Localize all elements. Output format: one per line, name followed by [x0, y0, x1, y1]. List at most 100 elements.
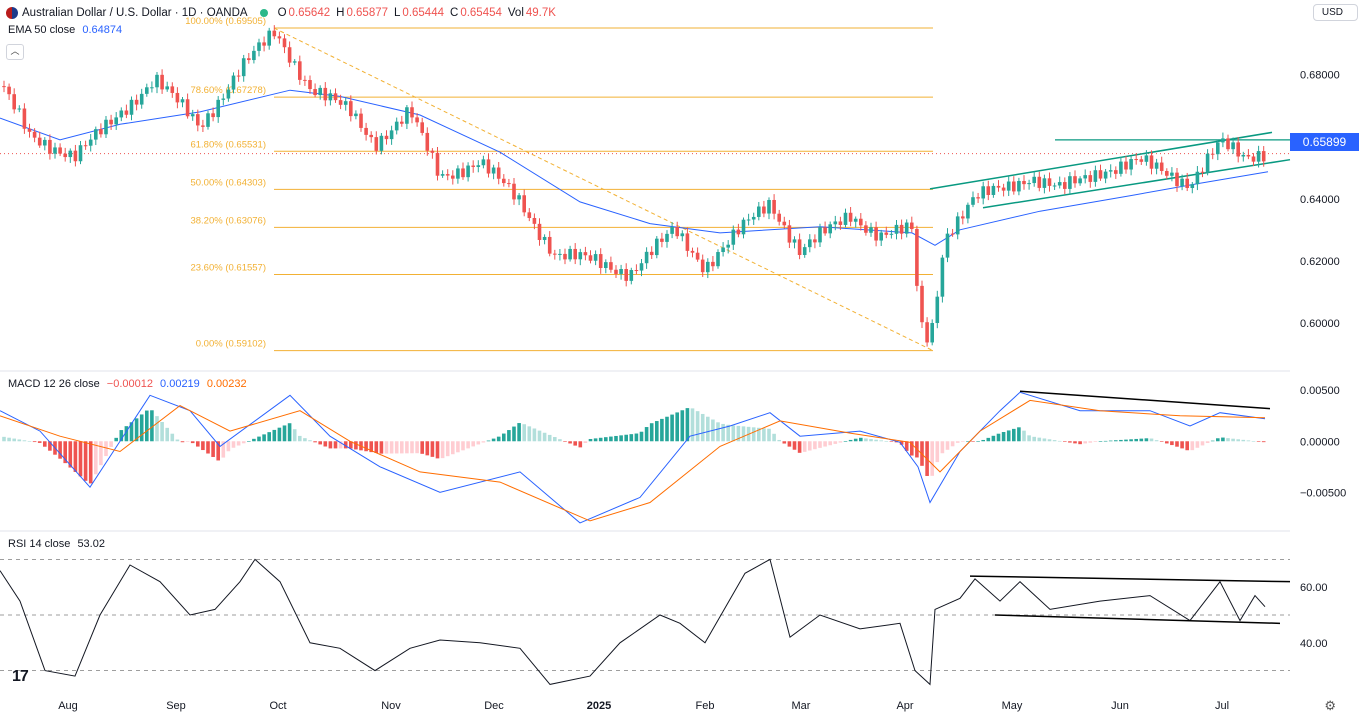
- candle-body: [649, 251, 654, 256]
- volume-label: Vol: [507, 7, 524, 19]
- ema-legend[interactable]: EMA 50 close 0.64874: [8, 24, 122, 36]
- candle-body: [231, 75, 236, 90]
- close-label: C: [450, 7, 459, 19]
- macd-histogram-bar: [1129, 439, 1133, 442]
- candle-body: [430, 150, 435, 153]
- macd-histogram-bar: [1037, 437, 1042, 442]
- macd-histogram-bar: [527, 426, 532, 442]
- macd-histogram-bar: [741, 426, 746, 442]
- macd-histogram-bar: [976, 441, 980, 442]
- candle-body: [614, 269, 618, 274]
- macd-histogram-bar: [343, 441, 348, 449]
- macd-histogram-bar: [1052, 440, 1057, 442]
- candle-body: [165, 86, 169, 90]
- candle-body: [833, 221, 838, 225]
- candle-body: [272, 30, 277, 37]
- candle-body: [104, 119, 108, 135]
- candle-body: [619, 269, 623, 274]
- macd-signal-line: [0, 399, 1266, 522]
- currency-button[interactable]: USD: [1312, 4, 1358, 21]
- macd-histogram-bar: [1170, 441, 1174, 446]
- candle-body: [563, 253, 567, 260]
- macd-histogram-bar: [303, 438, 307, 442]
- macd-histogram-bar: [1057, 440, 1062, 442]
- candle-body: [1231, 142, 1235, 150]
- macd-axis-tick-label: 0.00500: [1300, 385, 1340, 397]
- candle-body: [685, 233, 690, 251]
- macd-histogram-bar: [354, 441, 358, 450]
- macd-histogram-bar: [818, 441, 822, 448]
- macd-histogram-bar: [78, 441, 83, 477]
- macd-histogram-bar: [134, 418, 139, 442]
- symbol-title[interactable]: Australian Dollar / U.S. Dollar · 1D · O…: [22, 7, 248, 19]
- macd-histogram-bar: [425, 441, 430, 456]
- macd-histogram-bar: [588, 438, 593, 442]
- macd-histogram-bar: [782, 441, 787, 444]
- candle-body: [553, 253, 557, 255]
- chevron-up-icon: ︿: [10, 46, 20, 56]
- candle-body: [394, 121, 399, 131]
- candle-body: [374, 137, 379, 151]
- macd-histogram-bar: [221, 441, 226, 458]
- macd-histogram-bar: [1114, 440, 1118, 442]
- candle-body: [1236, 142, 1240, 157]
- macd-histogram-bar: [185, 441, 190, 442]
- macd-histogram-bar: [139, 414, 144, 442]
- macd-histogram-bar: [313, 441, 317, 443]
- macd-histogram-bar: [971, 441, 975, 442]
- macd-histogram-bar: [843, 441, 848, 442]
- candle-body: [1134, 159, 1138, 161]
- candle-body: [287, 47, 292, 63]
- macd-histogram-bar: [731, 425, 736, 442]
- candle-body: [333, 93, 338, 101]
- macd-histogram-bar: [17, 439, 22, 442]
- macd-histogram-bar: [619, 435, 623, 442]
- candle-body: [109, 119, 113, 125]
- candle-body: [78, 145, 83, 162]
- candle-body: [884, 232, 889, 235]
- candle-body: [277, 36, 282, 39]
- macd-histogram-bar: [389, 441, 394, 454]
- candle-body: [410, 107, 414, 118]
- rsi-axis-tick-label: 40.00: [1300, 638, 1328, 650]
- macd-histogram-bar: [639, 431, 644, 442]
- fib-trend-line: [273, 27, 934, 352]
- macd-histogram-bar: [43, 441, 47, 447]
- candle-body: [1063, 182, 1067, 189]
- macd-histogram-bar: [563, 441, 567, 442]
- candle-body: [471, 165, 475, 167]
- fib-level-label: 0.00% (0.59102): [196, 339, 266, 350]
- macd-histogram-bar: [649, 423, 654, 442]
- macd-histogram-bar: [706, 416, 710, 442]
- candle-body: [639, 263, 644, 271]
- candle-body: [1119, 161, 1123, 174]
- candle-body: [364, 127, 368, 135]
- macd-histogram-bar: [808, 441, 812, 451]
- macd-legend[interactable]: MACD 12 26 close −0.00012 0.00219 0.0023…: [8, 378, 247, 390]
- market-status-icon: [259, 9, 268, 17]
- macd-histogram-bar: [1006, 430, 1011, 442]
- macd-histogram-bar: [1205, 441, 1210, 444]
- collapse-legend-button[interactable]: ︿: [6, 44, 24, 60]
- macd-histogram-bar: [1226, 438, 1230, 442]
- macd-histogram-bar: [1251, 440, 1256, 442]
- macd-histogram-bar: [48, 441, 52, 451]
- candle-body: [73, 150, 78, 162]
- channel-upper-line: [929, 131, 1273, 190]
- rsi-legend[interactable]: RSI 14 close 53.02: [8, 538, 105, 550]
- settings-gear-icon[interactable]: ⚙: [1324, 698, 1336, 713]
- candle-body: [318, 87, 322, 96]
- macd-histogram-bar: [155, 416, 159, 442]
- macd-histogram-bar: [675, 412, 679, 442]
- candle-body: [420, 122, 424, 133]
- macd-histogram-bar: [726, 424, 730, 442]
- candle-body: [874, 227, 878, 241]
- macd-histogram-bar: [109, 441, 113, 447]
- macd-histogram-bar: [813, 441, 817, 450]
- macd-histogram-bar: [762, 428, 766, 442]
- macd-histogram-bar: [583, 441, 588, 443]
- macd-histogram-bar: [665, 416, 669, 442]
- candle-body: [864, 225, 868, 233]
- macd-histogram-bar: [231, 441, 236, 448]
